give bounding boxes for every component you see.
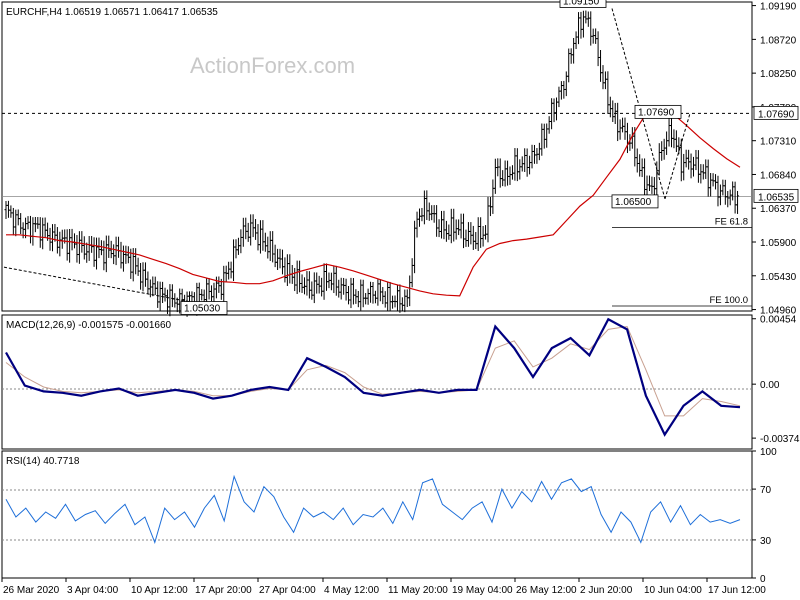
macd-line — [5, 317, 741, 437]
rsi-panel-title: RSI(14) 40.7718 — [6, 456, 80, 467]
time-axis-label: 19 May 04:00 — [452, 585, 513, 596]
macd-axis-label: 0.00454 — [760, 315, 797, 326]
price-axis-label: 1.04960 — [760, 306, 797, 317]
macd-panel-title: MACD(12,26,9) -0.001575 -0.001660 — [6, 320, 172, 331]
price-panel-title: EURCHF,H4 1.06519 1.06571 1.06417 1.0653… — [6, 7, 218, 18]
time-axis-label: 11 May 20:00 — [388, 585, 448, 596]
annotation-label: 1.06500 — [615, 197, 652, 208]
macd-axis-label: 0.00 — [760, 380, 780, 391]
time-axis-label: 2 Jun 20:00 — [580, 585, 633, 596]
trend-line — [611, 8, 666, 200]
right-axis: 1.091901.087201.082501.077801.073101.068… — [752, 2, 800, 585]
price-axis-label: 1.08720 — [760, 35, 797, 46]
time-axis: 26 Mar 2020 3 Apr 04:00 10 Apr 12:00 17 Apr… — [1, 578, 766, 596]
fib-extension-label: FE 100.0 — [709, 295, 748, 306]
price-annotations: 1.09150 1.07690 1.06500 1.05030 — [180, 0, 682, 315]
price-axis-label: 1.07310 — [760, 137, 797, 148]
time-axis-label: 17 Apr 20:00 — [195, 585, 252, 596]
time-axis-label: 10 Apr 12:00 — [131, 585, 188, 596]
time-axis-label: 27 Apr 04:00 — [259, 585, 316, 596]
price-bars — [4, 10, 740, 317]
rsi-axis-label: 0 — [760, 574, 766, 585]
time-axis-label: 17 Jun 12:00 — [708, 585, 766, 596]
resistance-price-label-box — [753, 105, 799, 120]
rsi-axis-label: 100 — [760, 447, 777, 458]
price-panel-frame — [1, 1, 753, 312]
price-axis-label: 1.06840 — [760, 170, 797, 181]
macd-axis-label: -0.003745 — [760, 434, 800, 445]
rsi-line — [5, 474, 741, 544]
annotation-box — [559, 0, 607, 8]
time-axis-label: 4 May 12:00 — [324, 585, 379, 596]
trend-line — [3, 266, 206, 306]
trend-lines — [3, 8, 691, 306]
rsi-axis-label: 30 — [760, 536, 772, 547]
price-axis-label: 1.06370 — [760, 204, 797, 215]
annotation-label: 1.07690 — [638, 107, 675, 118]
price-axis-label: 1.08250 — [760, 69, 797, 80]
time-axis-label: 26 May 12:00 — [516, 585, 577, 596]
annotation-label: 1.09150 — [563, 0, 600, 7]
price-axis-label: 1.05900 — [760, 238, 797, 249]
price-axis-label: 1.05430 — [760, 272, 797, 283]
price-panel: EURCHF,H4 1.06519 1.06571 1.06417 1.0653… — [1, 0, 753, 317]
annotation-box — [634, 104, 682, 119]
rsi-panel: RSI(14) 40.7718 — [1, 450, 753, 579]
resistance-price-label: 1.07690 — [758, 109, 795, 120]
watermark: ActionForex.com — [190, 53, 355, 78]
rsi-axis-label: 70 — [760, 485, 772, 496]
time-axis-label: 26 Mar 2020 — [3, 585, 60, 596]
moving-average-line — [6, 106, 741, 297]
macd-panel-frame — [1, 314, 753, 450]
rsi-panel-frame — [1, 450, 753, 579]
price-axis-label: 1.09190 — [760, 2, 797, 13]
current-price-label-box — [753, 188, 799, 203]
current-price-label: 1.06535 — [758, 192, 795, 203]
fib-extension-label: FE 61.8 — [715, 217, 748, 228]
annotation-label: 1.05030 — [184, 304, 221, 315]
time-axis-label: 10 Jun 04:00 — [644, 585, 702, 596]
macd-panel: MACD(12,26,9) -0.001575 -0.001660 — [1, 314, 753, 450]
annotation-box — [611, 194, 659, 209]
time-axis-label: 3 Apr 04:00 — [67, 585, 119, 596]
